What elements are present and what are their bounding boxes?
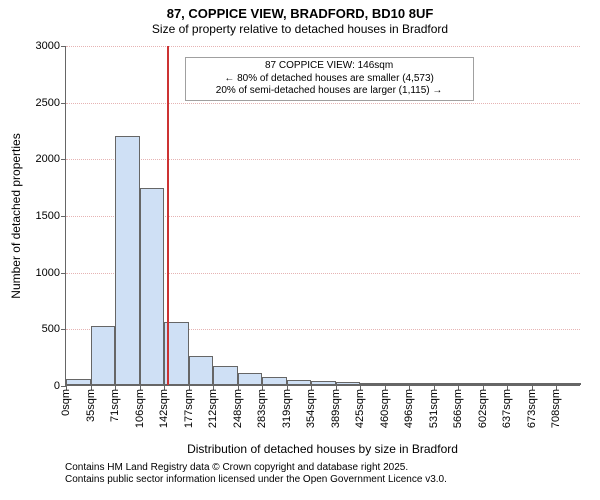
xtick-label: 389sqm [330, 389, 342, 428]
histogram-bar [532, 383, 557, 385]
histogram-bar [189, 356, 214, 385]
footer-attribution: Contains HM Land Registry data © Crown c… [65, 462, 447, 486]
xtick-label: 673sqm [526, 389, 538, 428]
footer-line2: Contains public sector information licen… [65, 474, 447, 486]
xtick-label: 0sqm [60, 389, 72, 416]
ytick-label: 1500 [36, 210, 66, 222]
xtick-label: 566sqm [452, 389, 464, 428]
histogram-bar [287, 380, 312, 385]
histogram-bar [483, 383, 508, 385]
xtick-label: 708sqm [550, 389, 562, 428]
histogram-bar [140, 188, 165, 385]
reference-line [167, 46, 169, 385]
xtick-label: 283sqm [256, 389, 268, 428]
annotation-box: 87 COPPICE VIEW: 146sqm← 80% of detached… [185, 57, 474, 101]
xtick-label: 319sqm [281, 389, 293, 428]
histogram-bar [311, 381, 336, 385]
ytick-label: 3000 [36, 40, 66, 52]
annotation-line: 87 COPPICE VIEW: 146sqm [192, 60, 467, 73]
xtick-label: 71sqm [109, 389, 121, 422]
ytick-label: 2000 [36, 153, 66, 165]
histogram-bar [458, 383, 483, 385]
chart-title-line1: 87, COPPICE VIEW, BRADFORD, BD10 8UF [0, 6, 600, 21]
histogram-bar [238, 373, 263, 385]
histogram-bar [115, 136, 140, 385]
xtick-label: 354sqm [305, 389, 317, 428]
xtick-label: 248sqm [232, 389, 244, 428]
xtick-label: 35sqm [85, 389, 97, 422]
histogram-bar [385, 383, 410, 385]
xtick-label: 637sqm [501, 389, 513, 428]
xtick-label: 106sqm [134, 389, 146, 428]
xtick-label: 425sqm [354, 389, 366, 428]
histogram-bar [507, 383, 532, 385]
ytick-label: 2500 [36, 97, 66, 109]
xtick-label: 212sqm [207, 389, 219, 428]
y-axis-label: Number of detached properties [9, 133, 23, 298]
xtick-label: 531sqm [428, 389, 440, 428]
ytick-label: 1000 [36, 267, 66, 279]
gridline [66, 46, 580, 47]
xtick-label: 496sqm [403, 389, 415, 428]
xtick-label: 177sqm [183, 389, 195, 428]
xtick-label: 602sqm [477, 389, 489, 428]
gridline [66, 103, 580, 104]
histogram-bar [213, 366, 238, 385]
histogram-bar [556, 383, 581, 385]
gridline [66, 159, 580, 160]
ytick-label: 500 [42, 323, 66, 335]
histogram-bar [66, 379, 91, 385]
histogram-bar [262, 377, 287, 386]
annotation-line: ← 80% of detached houses are smaller (4,… [192, 73, 467, 86]
x-axis-label: Distribution of detached houses by size … [187, 442, 458, 456]
histogram-bar [336, 382, 361, 385]
histogram-bar [91, 326, 116, 385]
histogram-bar [409, 383, 434, 385]
plot-area: 0500100015002000250030000sqm35sqm71sqm10… [65, 46, 580, 386]
chart-title-line2: Size of property relative to detached ho… [0, 22, 600, 36]
xtick-label: 460sqm [379, 389, 391, 428]
xtick-label: 142sqm [158, 389, 170, 428]
histogram-bar [434, 383, 459, 385]
footer-line1: Contains HM Land Registry data © Crown c… [65, 462, 447, 474]
annotation-line: 20% of semi-detached houses are larger (… [192, 85, 467, 98]
histogram-bar [360, 383, 385, 385]
